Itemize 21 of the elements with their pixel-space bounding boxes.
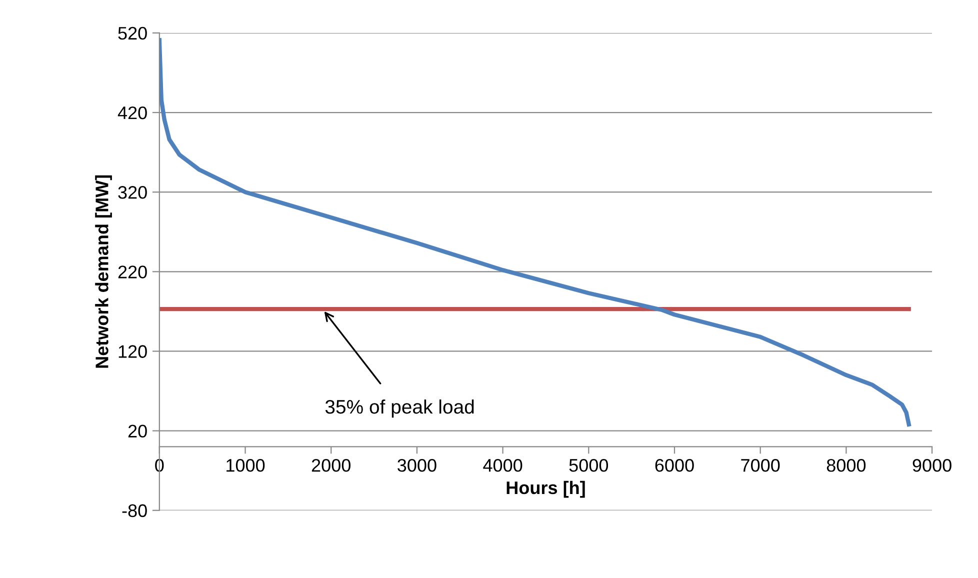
x-tick-label: 5000 — [569, 459, 608, 472]
y-tick-label: 20 — [128, 424, 147, 438]
y-tick-label: 520 — [118, 26, 147, 40]
x-tick-label: 3000 — [398, 459, 436, 472]
x-tick-label: 2000 — [312, 459, 350, 472]
x-tick-label: 9000 — [912, 459, 952, 472]
y-axis-title: Network demand [MW] — [95, 175, 112, 368]
x-tick-label: 7000 — [741, 459, 780, 472]
y-tick-label: 420 — [118, 106, 147, 120]
y-tick-label: -80 — [122, 504, 147, 518]
x-tick-label: 0 — [155, 459, 164, 472]
x-tick-label: 1000 — [226, 459, 265, 472]
y-tick-label: 320 — [118, 186, 147, 199]
x-tick-label: 8000 — [826, 459, 866, 472]
x-axis-title: Hours [h] — [506, 480, 585, 498]
x-tick-label: 6000 — [655, 459, 694, 472]
x-tick-label: 4000 — [483, 459, 522, 472]
annotation: 35% of peak load — [325, 399, 474, 418]
line-series — [159, 38, 911, 427]
y-tick-label: 220 — [118, 266, 147, 278]
y-tick-label: 120 — [118, 345, 147, 358]
